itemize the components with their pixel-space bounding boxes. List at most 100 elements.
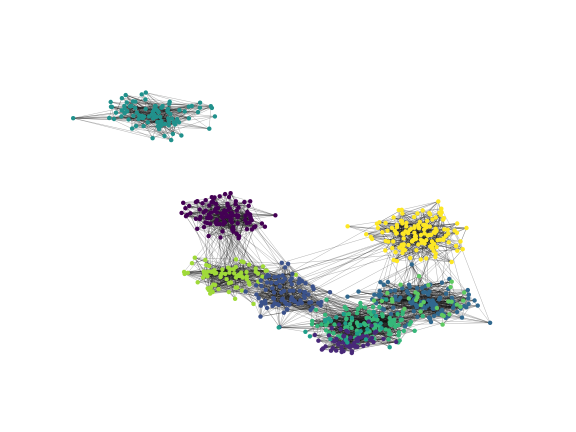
graph-node [439,280,445,285]
graph-node [271,290,277,295]
graph-node [136,116,141,122]
graph-node [409,262,414,267]
graph-node [259,221,265,226]
graph-node [371,339,376,345]
graph-node [398,218,404,223]
graph-node [145,120,150,125]
graph-node [270,303,275,309]
graph-node [205,274,210,279]
graph-node [336,322,342,327]
graph-node [239,274,244,279]
graph-node [415,314,420,320]
graph-node [355,306,361,312]
graph-node [183,214,189,219]
graph-node [347,345,352,350]
graph-node [424,225,429,230]
graph-node [262,298,268,303]
graph-node [416,274,422,279]
graph-node [454,302,460,307]
graph-node [354,310,360,316]
graph-node [200,275,206,280]
graph-node [169,116,175,121]
graph-node [141,123,146,129]
graph-node [447,312,452,317]
graph-node [108,99,113,105]
graph-node [218,274,223,280]
graph-node [378,280,383,285]
graph-node [388,311,394,317]
graph-node [203,198,208,203]
graph-node [412,328,417,333]
graph-node [453,243,459,249]
graph-node [233,264,238,270]
graph-node [262,224,268,229]
graph-node [133,123,139,129]
graph-node [397,245,402,250]
graph-node [232,271,237,276]
graph-node [307,300,312,305]
graph-node [431,313,437,319]
graph-node [371,298,377,303]
graph-node [251,301,256,307]
graph-node [126,117,131,122]
graph-node [358,329,363,334]
graph-node [356,289,361,294]
graph-node [349,315,355,320]
graph-node [246,262,252,267]
graph-node [415,295,420,300]
graph-node [162,121,168,127]
graph-node [139,92,144,97]
graph-node [155,124,161,129]
graph-node [233,199,238,204]
graph-node [162,133,167,139]
graph-node [203,257,208,263]
graph-node [150,116,156,121]
graph-node [391,215,396,220]
graph-node [452,228,457,233]
graph-node [228,280,234,285]
graph-node [166,116,171,121]
graph-node [248,214,253,219]
graph-node [441,237,446,242]
graph-node [107,115,112,121]
graph-node [370,304,376,310]
graph-node [246,203,251,208]
graph-node [239,288,245,293]
graph-node [455,221,460,226]
graph-node [208,104,213,109]
graph-node [427,301,433,306]
graph-node [378,321,383,326]
graph-node [433,254,438,260]
graph-node [389,225,395,231]
graph-node [299,278,305,284]
graph-node [276,325,281,330]
graph-node [260,264,266,269]
graph-node [448,284,453,290]
graph-node [109,104,115,110]
graph-node [279,290,284,295]
graph-node [309,322,315,327]
graph-node [394,231,399,236]
graph-node [293,272,298,277]
graph-node [400,211,405,216]
graph-node [197,105,203,110]
graph-node [292,299,298,304]
graph-node [152,103,158,109]
graph-node [223,271,228,277]
graph-node [412,230,417,235]
graph-node [308,307,313,313]
graph-node [341,311,346,317]
graph-node [347,321,353,327]
graph-node [212,114,218,119]
graph-node [328,318,334,323]
graph-node [404,288,410,294]
graph-node [424,218,430,224]
graph-node [400,250,405,256]
graph-node [388,288,393,294]
graph-node [255,271,261,276]
graph-node [282,300,288,305]
graph-node [406,296,411,301]
graph-node [429,243,434,249]
graph-node [220,267,225,272]
graph-node [313,307,319,312]
